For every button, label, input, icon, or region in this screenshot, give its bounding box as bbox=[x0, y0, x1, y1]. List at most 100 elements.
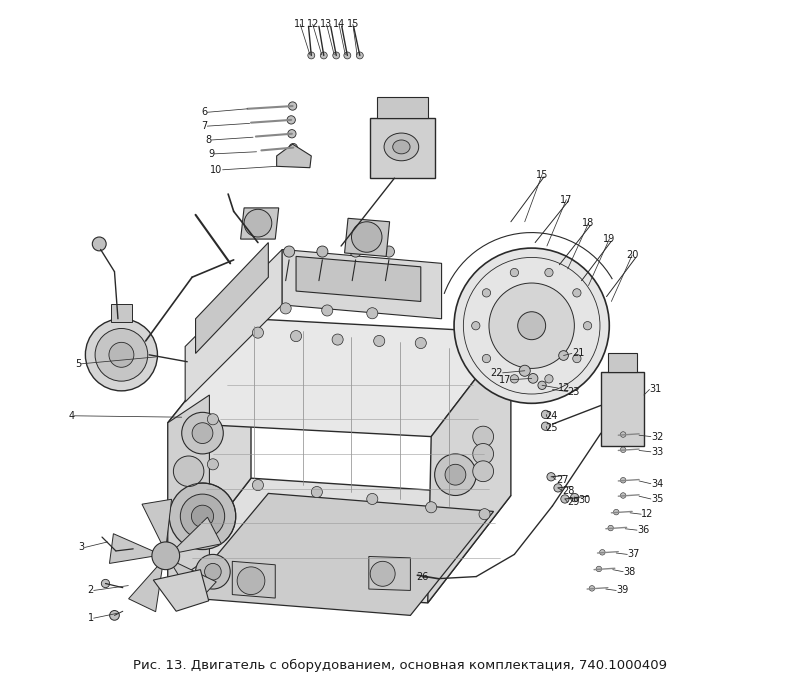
Circle shape bbox=[542, 410, 550, 419]
Text: 12: 12 bbox=[306, 19, 319, 29]
Circle shape bbox=[288, 130, 296, 138]
Polygon shape bbox=[345, 218, 390, 256]
Circle shape bbox=[170, 483, 236, 550]
Circle shape bbox=[86, 319, 158, 391]
Text: 12: 12 bbox=[558, 383, 570, 393]
Circle shape bbox=[92, 237, 106, 251]
Polygon shape bbox=[185, 249, 282, 402]
Text: 4: 4 bbox=[68, 411, 74, 421]
Polygon shape bbox=[428, 333, 511, 603]
Circle shape bbox=[583, 322, 592, 330]
Circle shape bbox=[322, 305, 333, 316]
Text: 13: 13 bbox=[321, 19, 333, 29]
Circle shape bbox=[489, 283, 574, 369]
Circle shape bbox=[473, 461, 494, 482]
Circle shape bbox=[366, 308, 378, 319]
Circle shape bbox=[528, 374, 538, 383]
Circle shape bbox=[383, 246, 394, 257]
Circle shape bbox=[311, 486, 322, 498]
Polygon shape bbox=[129, 565, 162, 612]
Polygon shape bbox=[168, 319, 511, 437]
Ellipse shape bbox=[393, 140, 410, 154]
Circle shape bbox=[426, 502, 437, 513]
Text: 12: 12 bbox=[641, 509, 654, 519]
Circle shape bbox=[620, 493, 626, 498]
Text: 21: 21 bbox=[572, 349, 584, 358]
Circle shape bbox=[561, 495, 569, 503]
Circle shape bbox=[237, 567, 265, 595]
Circle shape bbox=[191, 505, 214, 527]
Circle shape bbox=[332, 334, 343, 345]
Text: 28: 28 bbox=[562, 486, 574, 495]
Polygon shape bbox=[195, 243, 268, 353]
Circle shape bbox=[547, 473, 555, 481]
Polygon shape bbox=[241, 208, 278, 239]
Text: 18: 18 bbox=[582, 218, 594, 228]
Polygon shape bbox=[232, 561, 275, 598]
Text: 19: 19 bbox=[603, 234, 615, 244]
Polygon shape bbox=[601, 372, 644, 446]
Circle shape bbox=[102, 579, 110, 588]
Polygon shape bbox=[168, 319, 251, 586]
Circle shape bbox=[333, 52, 340, 59]
Text: 30: 30 bbox=[578, 495, 590, 505]
Circle shape bbox=[510, 375, 518, 383]
Circle shape bbox=[596, 566, 602, 572]
Circle shape bbox=[570, 493, 578, 502]
Polygon shape bbox=[277, 144, 311, 168]
Circle shape bbox=[599, 550, 605, 555]
Circle shape bbox=[174, 456, 204, 486]
Circle shape bbox=[180, 494, 225, 538]
Text: 14: 14 bbox=[333, 19, 345, 29]
Circle shape bbox=[445, 464, 466, 485]
Text: 34: 34 bbox=[651, 479, 663, 489]
Circle shape bbox=[457, 340, 468, 351]
Polygon shape bbox=[168, 395, 210, 586]
Circle shape bbox=[614, 509, 619, 515]
Text: 36: 36 bbox=[637, 525, 650, 535]
Text: 33: 33 bbox=[651, 447, 663, 457]
Polygon shape bbox=[154, 570, 209, 611]
Text: 24: 24 bbox=[546, 411, 558, 421]
Circle shape bbox=[573, 289, 581, 297]
Text: 6: 6 bbox=[202, 107, 207, 117]
Circle shape bbox=[573, 354, 581, 362]
Circle shape bbox=[366, 493, 378, 505]
Text: 29: 29 bbox=[568, 498, 580, 507]
Text: 32: 32 bbox=[651, 432, 663, 441]
Bar bbox=[111, 304, 132, 322]
Circle shape bbox=[195, 554, 230, 589]
Circle shape bbox=[434, 454, 476, 495]
Text: 15: 15 bbox=[346, 19, 359, 29]
Polygon shape bbox=[142, 499, 171, 544]
Text: 10: 10 bbox=[210, 165, 222, 175]
Polygon shape bbox=[176, 517, 222, 552]
Circle shape bbox=[317, 246, 328, 257]
Text: 25: 25 bbox=[546, 423, 558, 433]
Circle shape bbox=[454, 248, 610, 403]
Circle shape bbox=[350, 246, 361, 257]
Text: 35: 35 bbox=[651, 494, 663, 504]
Text: 20: 20 bbox=[626, 250, 638, 260]
Circle shape bbox=[558, 351, 568, 360]
Circle shape bbox=[482, 354, 490, 362]
Polygon shape bbox=[282, 249, 442, 319]
Circle shape bbox=[542, 422, 550, 430]
Text: 39: 39 bbox=[616, 586, 629, 595]
Circle shape bbox=[510, 268, 518, 277]
Text: 26: 26 bbox=[416, 572, 428, 581]
Text: 5: 5 bbox=[75, 359, 82, 369]
Circle shape bbox=[545, 268, 553, 277]
Circle shape bbox=[289, 143, 298, 152]
Circle shape bbox=[589, 586, 594, 591]
Text: 23: 23 bbox=[568, 387, 580, 396]
Text: Рис. 13. Двигатель с оборудованием, основная комплектация, 740.1000409: Рис. 13. Двигатель с оборудованием, осно… bbox=[133, 659, 667, 672]
Polygon shape bbox=[608, 353, 637, 372]
Polygon shape bbox=[369, 556, 410, 590]
Text: 17: 17 bbox=[560, 195, 573, 204]
Circle shape bbox=[473, 426, 494, 447]
Text: 1: 1 bbox=[87, 613, 94, 623]
Polygon shape bbox=[168, 478, 511, 603]
Text: 27: 27 bbox=[556, 475, 569, 484]
Circle shape bbox=[207, 414, 218, 425]
